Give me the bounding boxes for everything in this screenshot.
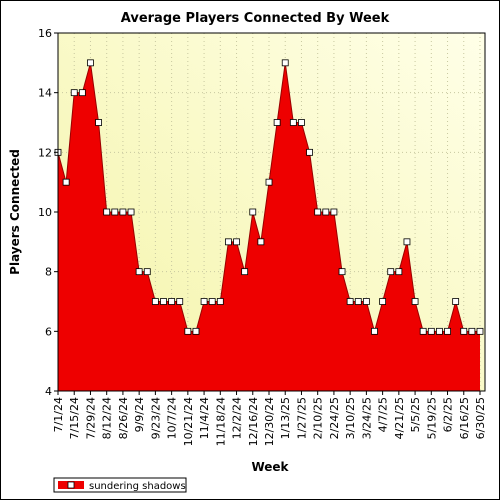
data-point xyxy=(257,238,265,246)
data-point xyxy=(298,119,305,126)
y-tick-label: 6 xyxy=(45,325,52,338)
data-point xyxy=(95,119,102,126)
data-point xyxy=(436,327,443,335)
data-markers xyxy=(54,59,484,335)
data-point xyxy=(225,238,232,246)
data-point xyxy=(338,268,346,276)
data-point xyxy=(168,298,176,305)
x-tick-label: 6/30/25 xyxy=(474,397,487,439)
data-point xyxy=(233,238,240,246)
x-tick-label: 11/18/24 xyxy=(214,397,227,446)
x-tick-label: 6/16/25 xyxy=(458,397,471,439)
data-point xyxy=(460,327,468,335)
y-tick-label: 10 xyxy=(38,206,52,219)
data-point xyxy=(452,298,460,305)
data-point xyxy=(249,208,257,216)
data-point xyxy=(151,298,159,305)
data-point xyxy=(419,327,427,335)
x-axis-label: Week xyxy=(251,460,289,474)
data-point xyxy=(176,298,184,305)
data-point xyxy=(241,268,249,276)
data-point xyxy=(216,298,224,305)
data-point xyxy=(346,298,354,305)
data-point xyxy=(379,298,387,305)
x-tick-label: 8/26/24 xyxy=(117,397,130,439)
x-tick-label: 12/30/24 xyxy=(263,397,276,446)
legend-label: sundering shadows xyxy=(89,481,186,492)
x-tick-label: 1/27/25 xyxy=(295,397,308,439)
y-axis-ticks: 4 6 8 10 12 14 16 xyxy=(38,27,58,398)
data-point xyxy=(192,327,200,335)
legend-box xyxy=(53,477,187,493)
data-point xyxy=(330,208,338,216)
x-tick-label: 5/5/25 xyxy=(409,397,422,432)
data-point xyxy=(160,298,167,305)
data-point xyxy=(403,238,411,246)
y-axis-label: Players Connected xyxy=(8,149,22,275)
chart-title: Average Players Connected By Week xyxy=(121,11,390,26)
data-point xyxy=(468,327,476,335)
x-tick-label: 8/12/24 xyxy=(101,397,114,439)
data-point xyxy=(444,327,451,335)
x-tick-label: 4/21/25 xyxy=(393,397,406,439)
data-point xyxy=(265,178,273,186)
data-point xyxy=(70,89,78,97)
data-point xyxy=(184,327,192,335)
y-tick-label: 16 xyxy=(38,27,52,40)
data-point xyxy=(208,298,216,305)
x-tick-label: 12/2/24 xyxy=(231,397,244,439)
data-point xyxy=(476,327,484,335)
x-tick-label: 12/16/24 xyxy=(247,397,260,446)
x-tick-label: 9/23/24 xyxy=(149,397,162,439)
data-point xyxy=(135,268,143,276)
data-point xyxy=(62,178,70,186)
x-tick-label: 4/7/25 xyxy=(377,397,390,432)
data-point xyxy=(143,268,151,276)
data-point xyxy=(387,268,395,276)
x-tick-label: 10/7/24 xyxy=(166,397,179,439)
data-point xyxy=(119,208,127,216)
data-point xyxy=(322,208,330,216)
data-point xyxy=(103,208,111,216)
data-point xyxy=(306,148,313,156)
y-tick-label: 12 xyxy=(38,146,52,159)
x-tick-label: 9/9/24 xyxy=(133,397,146,432)
y-tick-label: 4 xyxy=(45,385,52,398)
x-tick-label: 1/13/25 xyxy=(279,397,292,439)
data-point xyxy=(111,208,119,216)
x-tick-label: 10/21/24 xyxy=(182,397,195,446)
x-tick-label: 3/10/25 xyxy=(344,397,357,439)
data-point xyxy=(127,208,135,216)
x-tick-label: 11/4/24 xyxy=(198,397,211,439)
data-point xyxy=(362,298,370,305)
data-point xyxy=(281,59,289,67)
x-tick-label: 2/24/25 xyxy=(328,397,341,439)
x-tick-label: 7/29/24 xyxy=(84,397,97,439)
data-point xyxy=(371,327,378,335)
data-point xyxy=(273,119,281,126)
data-point xyxy=(427,327,435,335)
data-point xyxy=(200,298,208,305)
x-tick-label: 7/15/24 xyxy=(68,397,81,439)
x-axis-ticks: 7/1/24 7/15/24 7/29/24 8/12/24 8/26/24 9/9/24… xyxy=(52,391,487,446)
area-fill xyxy=(58,62,480,391)
x-tick-label: 7/1/24 xyxy=(52,397,65,432)
x-tick-label: 2/10/25 xyxy=(312,397,325,439)
x-tick-label: 3/24/25 xyxy=(360,397,373,439)
x-tick-label: 5/19/25 xyxy=(425,397,438,439)
y-tick-label: 8 xyxy=(45,266,52,279)
y-tick-label: 14 xyxy=(38,87,52,100)
data-point xyxy=(78,89,86,97)
data-point xyxy=(395,268,403,276)
legend-marker xyxy=(67,481,75,489)
x-tick-label: 6/2/25 xyxy=(442,397,455,432)
data-point xyxy=(354,298,362,305)
data-point xyxy=(314,208,322,216)
data-point xyxy=(289,119,297,126)
legend: sundering shadows xyxy=(53,477,187,493)
data-point xyxy=(411,298,419,305)
data-point xyxy=(87,59,94,67)
